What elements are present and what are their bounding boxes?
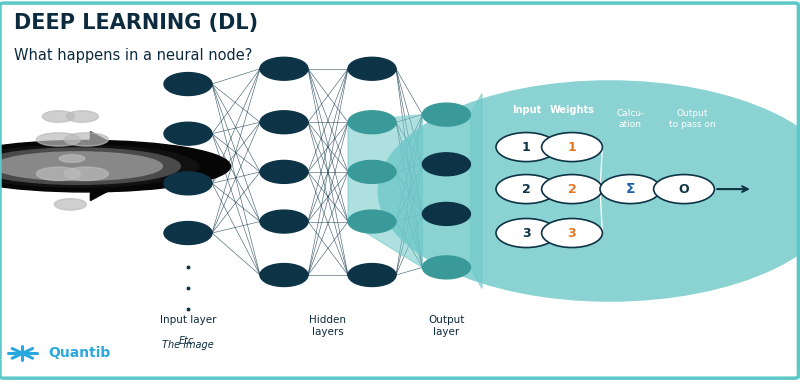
- Ellipse shape: [37, 167, 80, 181]
- Text: The image: The image: [162, 340, 214, 350]
- Text: Output
layer: Output layer: [428, 315, 465, 337]
- Text: Hidden
layers: Hidden layers: [310, 315, 346, 337]
- Circle shape: [260, 160, 308, 183]
- Ellipse shape: [0, 141, 230, 192]
- Ellipse shape: [59, 155, 85, 162]
- Circle shape: [260, 264, 308, 286]
- Text: 3: 3: [522, 227, 530, 240]
- Text: Weights: Weights: [550, 105, 594, 115]
- Circle shape: [260, 210, 308, 233]
- Circle shape: [422, 153, 470, 176]
- Text: Etc.: Etc.: [178, 336, 198, 346]
- Circle shape: [496, 133, 557, 162]
- Circle shape: [542, 175, 602, 204]
- Text: 1: 1: [568, 141, 576, 154]
- Text: Quantib: Quantib: [48, 346, 110, 360]
- Circle shape: [348, 57, 396, 80]
- Circle shape: [654, 175, 714, 204]
- Circle shape: [422, 103, 470, 126]
- Circle shape: [422, 202, 470, 225]
- Circle shape: [542, 219, 602, 248]
- Ellipse shape: [54, 199, 86, 210]
- Circle shape: [348, 111, 396, 134]
- Text: O: O: [678, 183, 690, 196]
- Text: Output
to pass on: Output to pass on: [669, 109, 715, 129]
- Circle shape: [260, 57, 308, 80]
- Text: Input: Input: [512, 105, 541, 115]
- Text: Calcu-
ation: Calcu- ation: [616, 109, 645, 129]
- Polygon shape: [470, 94, 482, 288]
- Ellipse shape: [0, 148, 181, 185]
- Circle shape: [260, 111, 308, 134]
- Ellipse shape: [64, 167, 109, 181]
- Polygon shape: [90, 132, 154, 201]
- Circle shape: [542, 133, 602, 162]
- Text: DEEP LEARNING (DL): DEEP LEARNING (DL): [14, 13, 258, 33]
- Ellipse shape: [0, 152, 162, 181]
- Text: 2: 2: [568, 183, 576, 196]
- Circle shape: [496, 175, 557, 204]
- Ellipse shape: [42, 111, 74, 122]
- Circle shape: [348, 210, 396, 233]
- Ellipse shape: [66, 111, 98, 122]
- Circle shape: [164, 73, 212, 96]
- Text: What happens in a neural node?: What happens in a neural node?: [14, 48, 253, 63]
- Text: 2: 2: [522, 183, 530, 196]
- Circle shape: [348, 264, 396, 286]
- Text: Σ: Σ: [626, 182, 635, 196]
- Circle shape: [496, 219, 557, 248]
- Ellipse shape: [64, 133, 109, 146]
- Text: 1: 1: [522, 141, 530, 154]
- Polygon shape: [348, 115, 422, 267]
- Circle shape: [348, 160, 396, 183]
- Ellipse shape: [37, 133, 80, 146]
- Circle shape: [600, 175, 661, 204]
- Text: Input layer: Input layer: [160, 315, 216, 325]
- Circle shape: [164, 172, 212, 195]
- Circle shape: [422, 256, 470, 279]
- Circle shape: [164, 122, 212, 145]
- Circle shape: [164, 222, 212, 244]
- Text: 3: 3: [568, 227, 576, 240]
- Ellipse shape: [0, 145, 198, 187]
- Circle shape: [378, 80, 800, 302]
